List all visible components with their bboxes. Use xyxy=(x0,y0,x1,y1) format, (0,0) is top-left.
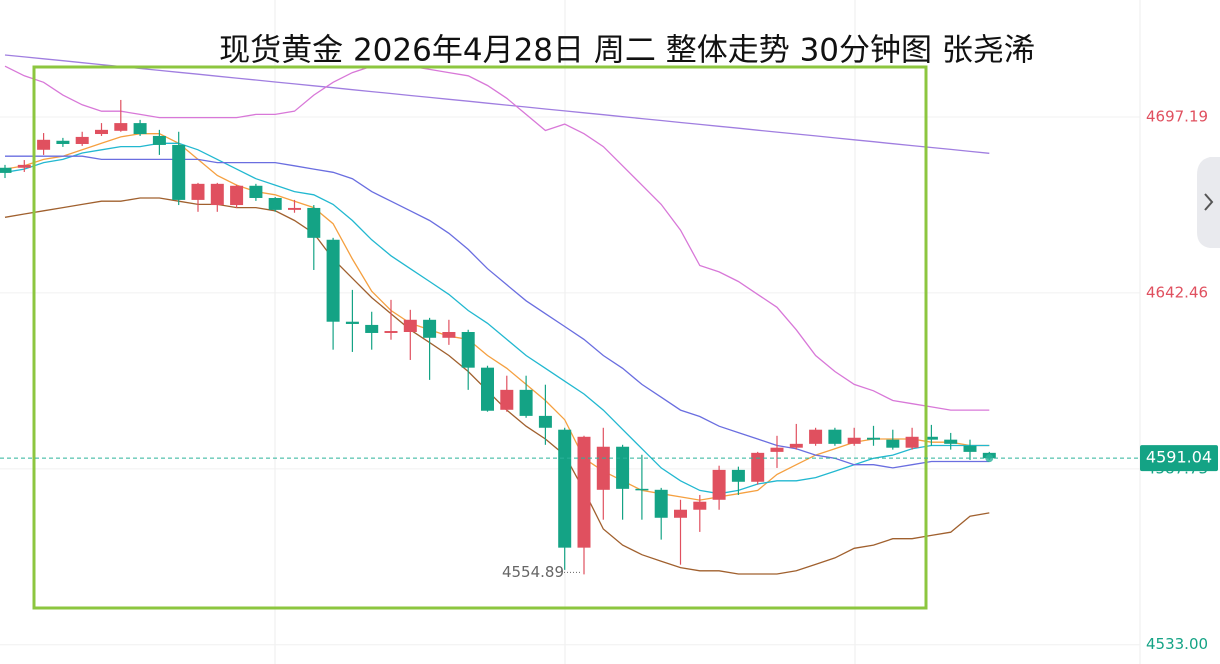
candle-body xyxy=(500,389,514,410)
candle-body xyxy=(519,389,533,416)
grid xyxy=(0,116,1140,646)
indicator-line xyxy=(4,54,990,154)
candle-body xyxy=(944,439,958,444)
candle-body xyxy=(963,445,977,452)
candle-body xyxy=(693,501,707,510)
candle-body xyxy=(577,436,591,548)
candle-body xyxy=(423,319,437,338)
candle-body xyxy=(538,415,552,428)
candle-body xyxy=(867,437,880,440)
candle-body xyxy=(75,136,89,144)
highlight-box xyxy=(32,65,928,610)
candle-body xyxy=(924,436,938,440)
candle-body xyxy=(210,183,224,206)
candle-body xyxy=(114,123,128,131)
candle-body xyxy=(403,319,417,332)
indicator-line xyxy=(4,197,990,575)
indicator-line xyxy=(4,65,990,411)
candle-body xyxy=(133,123,147,135)
candle-body xyxy=(886,439,900,448)
candle-body xyxy=(191,183,205,200)
candle-body xyxy=(0,167,12,173)
candle-body xyxy=(770,447,784,452)
candle-body xyxy=(37,139,51,150)
last-price-dot xyxy=(985,454,994,463)
candle-body xyxy=(230,185,244,206)
candle-body xyxy=(152,135,166,145)
last-price-label: 4591.04 xyxy=(1146,448,1212,467)
candle-body xyxy=(654,489,668,518)
y-tick-label: 4697.19 xyxy=(1146,108,1208,126)
candle-body xyxy=(809,429,823,444)
lines xyxy=(4,54,990,575)
candle-body xyxy=(172,144,186,200)
candle-body xyxy=(828,429,842,444)
candle-body xyxy=(17,164,31,168)
candle-body xyxy=(616,446,630,489)
indicator-line xyxy=(4,133,990,501)
candles: 4554.89 xyxy=(0,99,996,581)
candle-body xyxy=(442,332,456,338)
candle-body xyxy=(326,239,340,322)
candle-body xyxy=(905,436,919,448)
candle-body xyxy=(596,446,610,490)
candle-body xyxy=(751,452,765,482)
candle-body xyxy=(56,140,70,144)
candle-body xyxy=(365,324,379,333)
candle-body xyxy=(847,437,861,444)
candle-body xyxy=(461,332,475,368)
y-tick-label: 4533.00 xyxy=(1146,635,1208,653)
candle-body xyxy=(268,197,282,210)
candle-body xyxy=(712,469,726,500)
chart-title: 现货黄金 2026年4月28日 周二 整体走势 30分钟图 张尧浠 xyxy=(219,33,1035,69)
candle-body xyxy=(384,331,398,333)
candle-body xyxy=(635,488,649,491)
last-price-tag xyxy=(1140,445,1218,472)
candle-body xyxy=(731,469,745,482)
y-tick-label: 4642.46 xyxy=(1146,283,1208,301)
candle-body xyxy=(674,509,687,518)
indicator-line xyxy=(5,155,990,469)
candle-body xyxy=(95,129,108,135)
candle-body xyxy=(288,207,301,210)
chevron-icon[interactable] xyxy=(1204,193,1214,211)
side-tab[interactable] xyxy=(1197,157,1220,248)
candle-body xyxy=(249,185,263,198)
side-panel[interactable] xyxy=(1197,157,1220,248)
candle-body xyxy=(558,429,572,548)
candle-body xyxy=(481,367,494,411)
candle-body xyxy=(307,207,321,238)
candle-body xyxy=(789,443,803,448)
low-label: 4554.89 xyxy=(502,563,564,581)
indicator-line xyxy=(4,142,990,495)
candle-body xyxy=(345,321,359,324)
